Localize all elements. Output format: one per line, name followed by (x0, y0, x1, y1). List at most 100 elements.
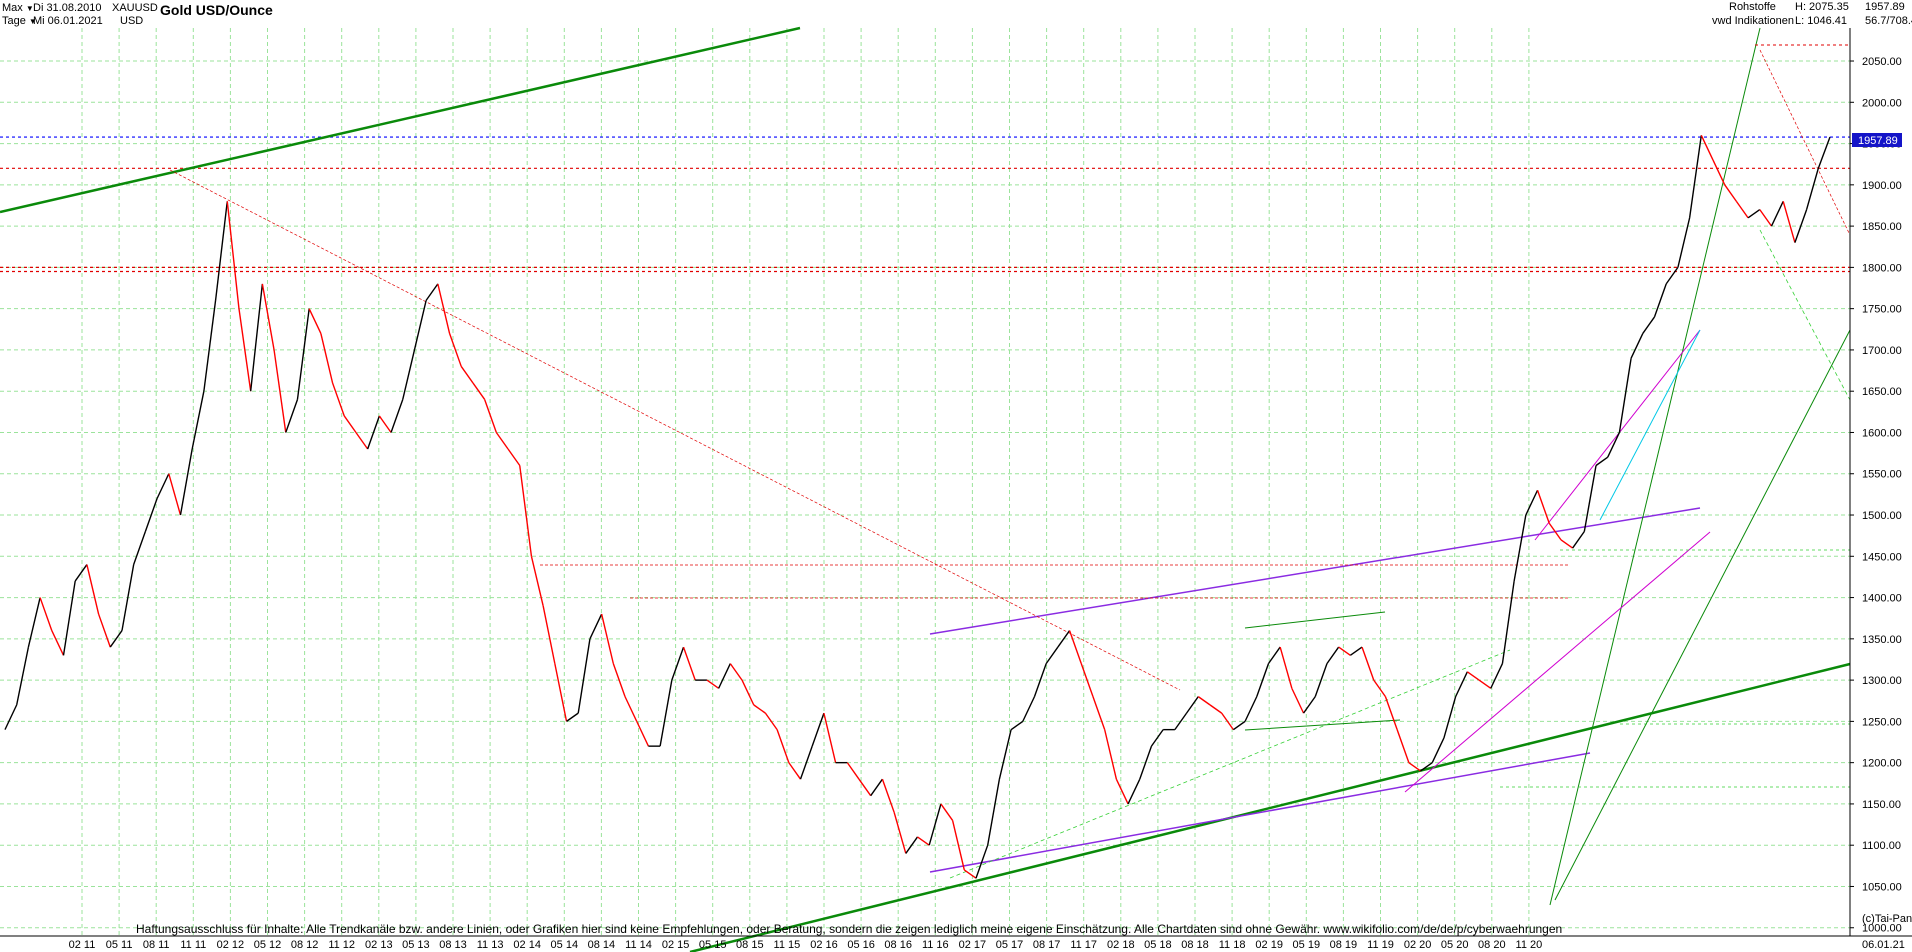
y-tick-label: 1000.00 (1862, 923, 1902, 935)
price-segment (682, 646, 696, 681)
price-segment (1653, 283, 1667, 318)
price-segment (1010, 720, 1024, 731)
x-tick-label: 02 13 (365, 939, 393, 951)
price-segment (940, 803, 954, 821)
price-segment (1443, 696, 1457, 739)
x-tick-label: 08 17 (1033, 939, 1061, 951)
price-segment (1700, 135, 1714, 161)
price-segment (1513, 514, 1527, 582)
price-segment (905, 836, 919, 854)
y-tick-label: 1150.00 (1862, 799, 1901, 811)
y-tick-label: 1550.00 (1862, 469, 1902, 481)
price-segment (671, 646, 685, 681)
price-segment (1279, 646, 1293, 689)
x-tick-label: 02 17 (959, 939, 987, 951)
price-segment (928, 803, 942, 846)
currency: USD (120, 15, 144, 27)
last-date-label: 06.01.21 (1862, 939, 1905, 951)
price-segment (1490, 663, 1504, 689)
y-tick-label: 1600.00 (1862, 427, 1902, 439)
price-segment (1677, 217, 1691, 268)
symbol: XAUUSD (112, 2, 158, 14)
trend-line (1244, 719, 1401, 731)
price-segment (1103, 729, 1118, 780)
price-segment (203, 300, 217, 392)
price-segment (1033, 663, 1047, 697)
price-segment (1478, 679, 1492, 689)
x-tick-label: 05 19 (1293, 939, 1321, 951)
price-segment (1630, 333, 1644, 359)
price-segment (1805, 168, 1819, 210)
trend-line (1404, 531, 1711, 793)
price-segment (1209, 704, 1223, 714)
price-segment (1618, 358, 1632, 433)
price-segment (448, 333, 462, 367)
x-tick-label: 11 19 (1367, 939, 1394, 951)
trend-line (929, 752, 1591, 873)
price-segment (987, 779, 1001, 846)
price-segment (425, 283, 439, 301)
price-segment (624, 696, 638, 722)
price-segment (238, 308, 252, 392)
price-segment (1267, 646, 1281, 665)
y-tick-label: 1400.00 (1862, 593, 1902, 605)
price-segment (998, 729, 1012, 780)
price-segment (1455, 671, 1468, 697)
x-tick-label: 05 13 (402, 939, 430, 951)
last-price-box-text: 1957.89 (1858, 135, 1898, 147)
x-tick-label: 02 16 (810, 939, 838, 951)
period-label: Max (2, 2, 23, 14)
price-segment (753, 704, 766, 714)
price-segment (86, 564, 100, 615)
price-segment (460, 366, 474, 384)
price-segment (1338, 646, 1351, 656)
price-segment (1092, 696, 1106, 730)
price-segment (858, 778, 872, 797)
x-tick-label: 02 19 (1255, 939, 1283, 951)
price-segment (1501, 580, 1515, 664)
price-segment (1256, 663, 1270, 697)
price-segment (1384, 696, 1398, 730)
x-tick-label: 11 11 (180, 939, 206, 951)
price-segment (1770, 201, 1784, 227)
price-segment (1420, 762, 1433, 772)
price-segment (554, 663, 568, 722)
price-segment (507, 448, 521, 466)
price-segment (764, 712, 778, 731)
period-select[interactable]: Max ▼ (2, 2, 34, 15)
price-segment (1349, 646, 1363, 656)
trend-line (169, 169, 1181, 691)
price-segment (1045, 646, 1059, 665)
price-segment (343, 415, 357, 433)
price-segment (788, 762, 802, 780)
x-tick-label: 02 12 (217, 939, 245, 951)
source-label: vwd Indikationen (1712, 15, 1794, 27)
price-segment (542, 605, 556, 664)
price-segment (1221, 712, 1234, 731)
horizontal-levels (0, 136, 1850, 273)
price-segment (273, 349, 287, 433)
trend-line (689, 662, 1851, 952)
x-tick-label: 08 19 (1330, 939, 1358, 951)
high-label: H: 2075.35 (1795, 1, 1849, 13)
price-segment (109, 630, 123, 648)
interval-select[interactable]: Tage ▼ (2, 15, 37, 28)
price-segment (1244, 696, 1258, 722)
price-segment (706, 679, 720, 689)
y-tick-label: 1250.00 (1862, 716, 1902, 728)
price-segment (1408, 762, 1421, 772)
price-segment (320, 333, 334, 384)
y-tick-label: 1100.00 (1862, 840, 1901, 852)
x-tick-label: 11 13 (477, 939, 504, 951)
price-segment (1794, 209, 1808, 243)
price-segment (1817, 136, 1831, 169)
price-segment (156, 473, 170, 499)
price-segment (963, 869, 977, 879)
price-segment (390, 399, 404, 433)
x-tick-label: 08 12 (291, 939, 319, 951)
disclaimer-text: Haftungsausschluss für Inhalte: Alle Tre… (136, 922, 1562, 936)
price-segment (1536, 490, 1550, 524)
price-segment (367, 415, 381, 450)
y-tick-label: 1050.00 (1862, 881, 1902, 893)
